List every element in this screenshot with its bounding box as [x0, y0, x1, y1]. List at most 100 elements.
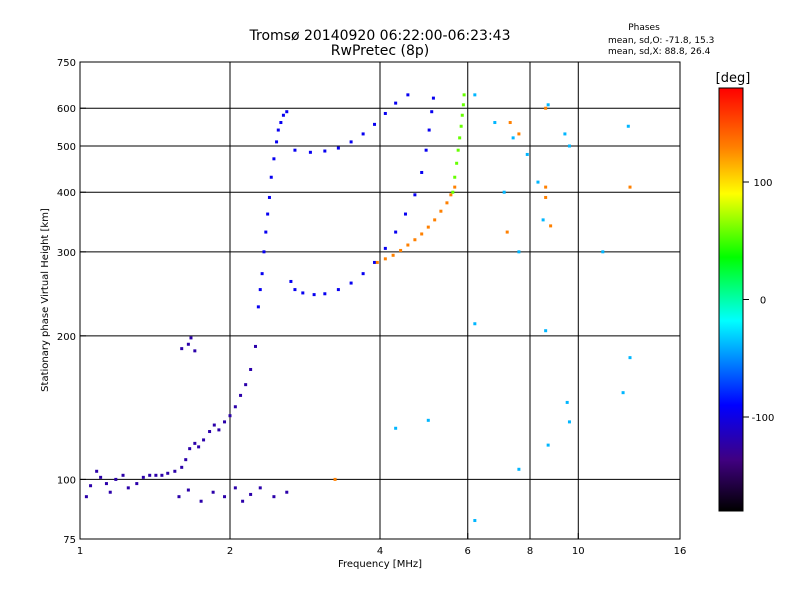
data-point: [373, 260, 377, 264]
y-tick-label: 200: [57, 332, 76, 343]
y-tick-label: 400: [57, 188, 76, 199]
data-point: [126, 486, 130, 490]
chart-subtitle: RwPretec (8p): [331, 43, 429, 59]
data-point: [264, 230, 268, 234]
data-point: [262, 250, 266, 254]
data-point: [413, 238, 417, 242]
data-point: [439, 209, 443, 213]
data-point: [289, 279, 293, 283]
data-point: [211, 490, 215, 494]
data-point: [272, 157, 276, 161]
y-tick-label: 300: [57, 248, 76, 259]
data-point: [256, 305, 260, 309]
phases-line-o: mean, sd,O: -71.8, 15.3: [608, 36, 714, 46]
data-point: [166, 471, 170, 475]
data-point: [473, 93, 477, 97]
data-point: [391, 253, 395, 257]
data-point: [459, 124, 463, 128]
colorbar-label: [deg]: [716, 71, 751, 86]
y-axis: 75 100 200 300 400 500 600 750: [57, 58, 86, 546]
data-point: [336, 288, 340, 292]
data-point: [453, 175, 457, 179]
data-point: [202, 438, 206, 442]
data-point: [399, 248, 403, 252]
x-axis: 1 2 4 6 8 10 16: [77, 533, 687, 557]
data-point: [301, 291, 305, 295]
data-point: [308, 150, 312, 154]
data-point: [460, 113, 464, 117]
data-point: [217, 428, 221, 432]
data-point: [517, 250, 521, 254]
data-point: [272, 495, 276, 499]
data-point: [258, 486, 262, 490]
data-point: [505, 230, 509, 234]
data-point: [508, 121, 512, 125]
data-point: [361, 132, 365, 136]
data-point: [544, 185, 548, 189]
data-point: [473, 519, 477, 523]
data-point: [601, 250, 605, 254]
y-tick-label: 600: [57, 104, 76, 115]
data-point: [212, 423, 216, 427]
data-point: [413, 193, 417, 197]
data-point: [108, 490, 112, 494]
data-point: [502, 190, 506, 194]
data-point: [189, 336, 193, 340]
x-tick-label: 4: [377, 546, 383, 557]
chart-title: Tromsø 20140920 06:22:00-06:23:43: [249, 28, 511, 44]
data-point: [458, 136, 462, 140]
x-tick-label: 16: [674, 546, 687, 557]
data-point: [431, 96, 435, 100]
data-point: [456, 148, 460, 152]
data-point: [563, 132, 567, 136]
data-point: [160, 473, 164, 477]
data-point: [406, 93, 410, 97]
data-point: [148, 473, 152, 477]
data-point: [323, 292, 327, 296]
data-point: [249, 492, 253, 496]
data-point: [89, 484, 93, 488]
data-point: [267, 195, 271, 199]
data-point: [511, 136, 515, 140]
data-point: [449, 193, 453, 197]
x-tick-label: 8: [527, 546, 533, 557]
data-point: [349, 281, 353, 285]
data-point: [525, 152, 529, 156]
data-point: [208, 430, 212, 434]
data-point: [383, 246, 387, 250]
data-point: [544, 195, 548, 199]
data-point: [239, 393, 243, 397]
data-point: [114, 477, 118, 481]
data-point: [193, 441, 197, 445]
data-point: [84, 495, 88, 499]
data-point: [177, 495, 181, 499]
data-point: [349, 140, 353, 144]
data-point: [373, 122, 377, 126]
data-point: [626, 124, 630, 128]
data-point: [253, 344, 257, 348]
data-point: [628, 356, 632, 360]
data-point: [180, 347, 184, 351]
data-point: [383, 257, 387, 261]
data-point: [293, 148, 297, 152]
data-point: [228, 414, 232, 418]
data-point: [541, 218, 545, 222]
data-point: [293, 288, 297, 292]
data-point: [223, 495, 227, 499]
data-point: [184, 458, 188, 462]
data-point: [426, 225, 430, 229]
data-point: [565, 400, 569, 404]
data-point: [453, 185, 457, 189]
data-point: [121, 473, 125, 477]
data-point: [186, 488, 190, 492]
data-point: [420, 232, 424, 236]
data-point: [312, 293, 316, 297]
data-point: [567, 144, 571, 148]
data-point: [383, 111, 387, 115]
data-point: [249, 367, 253, 371]
data-point: [461, 103, 465, 107]
data-point: [233, 486, 237, 490]
phases-title: Phases: [628, 23, 660, 33]
data-point: [544, 329, 548, 333]
